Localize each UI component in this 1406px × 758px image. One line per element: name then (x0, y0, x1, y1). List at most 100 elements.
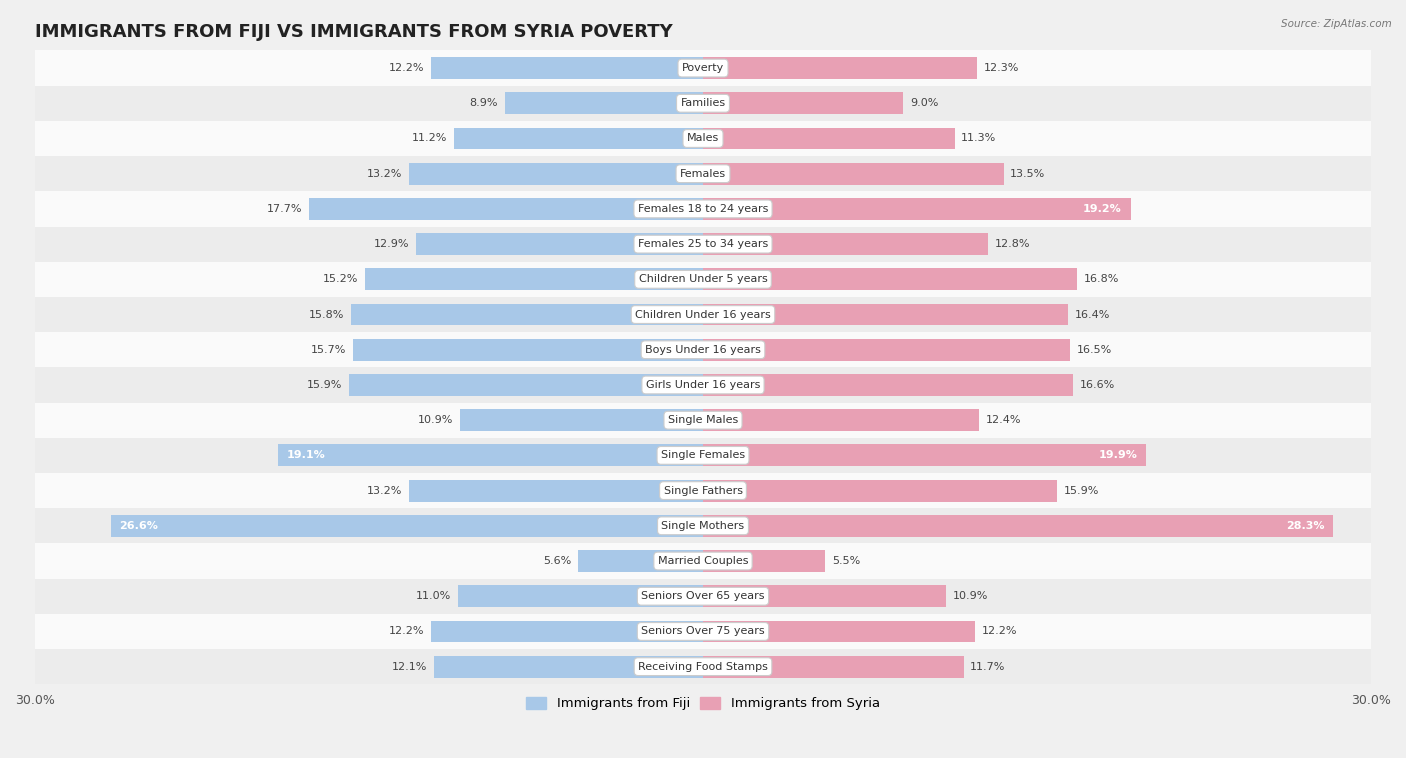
Text: 13.2%: 13.2% (367, 169, 402, 179)
Bar (703, 57, 977, 79)
Text: Males: Males (688, 133, 718, 143)
Bar (35, 543, 1371, 578)
Bar (703, 233, 988, 255)
Text: 19.2%: 19.2% (1083, 204, 1122, 214)
Bar (703, 163, 1004, 185)
Bar (35, 262, 1371, 297)
Text: Single Males: Single Males (668, 415, 738, 425)
Text: Children Under 5 years: Children Under 5 years (638, 274, 768, 284)
Text: 12.3%: 12.3% (984, 63, 1019, 73)
Text: Single Fathers: Single Fathers (664, 486, 742, 496)
Text: Females 18 to 24 years: Females 18 to 24 years (638, 204, 768, 214)
Text: Receiving Food Stamps: Receiving Food Stamps (638, 662, 768, 672)
Text: 13.2%: 13.2% (367, 486, 402, 496)
Text: Single Mothers: Single Mothers (661, 521, 745, 531)
Text: 15.9%: 15.9% (1064, 486, 1099, 496)
Bar (35, 473, 1371, 508)
Text: 10.9%: 10.9% (952, 591, 988, 601)
Text: 11.0%: 11.0% (416, 591, 451, 601)
Legend: Immigrants from Fiji, Immigrants from Syria: Immigrants from Fiji, Immigrants from Sy… (520, 692, 886, 716)
Text: 12.9%: 12.9% (374, 239, 409, 249)
Bar (703, 409, 979, 431)
Text: 12.4%: 12.4% (986, 415, 1021, 425)
Text: Source: ZipAtlas.com: Source: ZipAtlas.com (1281, 19, 1392, 29)
Bar (35, 227, 1371, 262)
Text: 15.7%: 15.7% (311, 345, 347, 355)
Bar (409, 163, 703, 185)
Text: Seniors Over 75 years: Seniors Over 75 years (641, 626, 765, 637)
Text: 10.9%: 10.9% (418, 415, 454, 425)
Bar (35, 368, 1371, 402)
Text: 9.0%: 9.0% (910, 99, 938, 108)
Text: Poverty: Poverty (682, 63, 724, 73)
Text: Boys Under 16 years: Boys Under 16 years (645, 345, 761, 355)
Text: 12.8%: 12.8% (994, 239, 1031, 249)
Bar (35, 508, 1371, 543)
Bar (353, 339, 703, 361)
Text: 17.7%: 17.7% (267, 204, 302, 214)
Bar (460, 409, 703, 431)
Bar (703, 339, 1070, 361)
Bar (458, 585, 703, 607)
Bar (432, 57, 703, 79)
Text: 5.6%: 5.6% (543, 556, 572, 566)
Text: 16.5%: 16.5% (1077, 345, 1112, 355)
Bar (35, 614, 1371, 649)
Text: 15.8%: 15.8% (309, 309, 344, 320)
Text: 15.9%: 15.9% (307, 380, 342, 390)
Bar (416, 233, 703, 255)
Text: 19.1%: 19.1% (287, 450, 325, 460)
Bar (309, 198, 703, 220)
Text: 12.2%: 12.2% (389, 63, 425, 73)
Bar (35, 578, 1371, 614)
Bar (349, 374, 703, 396)
Bar (703, 621, 974, 642)
Bar (703, 268, 1077, 290)
Text: 16.8%: 16.8% (1084, 274, 1119, 284)
Text: 19.9%: 19.9% (1098, 450, 1137, 460)
Bar (703, 444, 1146, 466)
Bar (703, 304, 1069, 325)
Bar (505, 92, 703, 114)
Bar (35, 121, 1371, 156)
Bar (578, 550, 703, 572)
Text: IMMIGRANTS FROM FIJI VS IMMIGRANTS FROM SYRIA POVERTY: IMMIGRANTS FROM FIJI VS IMMIGRANTS FROM … (35, 23, 672, 41)
Text: Females: Females (681, 169, 725, 179)
Text: Married Couples: Married Couples (658, 556, 748, 566)
Bar (703, 374, 1073, 396)
Text: 11.7%: 11.7% (970, 662, 1005, 672)
Bar (35, 51, 1371, 86)
Bar (364, 268, 703, 290)
Text: Families: Families (681, 99, 725, 108)
Text: 26.6%: 26.6% (120, 521, 159, 531)
Text: Girls Under 16 years: Girls Under 16 years (645, 380, 761, 390)
Bar (111, 515, 703, 537)
Text: 5.5%: 5.5% (832, 556, 860, 566)
Bar (703, 656, 963, 678)
Bar (277, 444, 703, 466)
Bar (703, 198, 1130, 220)
Text: 15.2%: 15.2% (322, 274, 359, 284)
Text: 12.2%: 12.2% (981, 626, 1017, 637)
Bar (454, 127, 703, 149)
Bar (409, 480, 703, 502)
Bar (352, 304, 703, 325)
Bar (35, 156, 1371, 191)
Text: Seniors Over 65 years: Seniors Over 65 years (641, 591, 765, 601)
Text: 11.3%: 11.3% (962, 133, 997, 143)
Text: 8.9%: 8.9% (470, 99, 498, 108)
Text: 16.6%: 16.6% (1080, 380, 1115, 390)
Bar (703, 515, 1333, 537)
Bar (35, 191, 1371, 227)
Text: 12.2%: 12.2% (389, 626, 425, 637)
Bar (35, 86, 1371, 121)
Bar (35, 332, 1371, 368)
Bar (703, 127, 955, 149)
Text: 28.3%: 28.3% (1286, 521, 1324, 531)
Text: Single Females: Single Females (661, 450, 745, 460)
Bar (432, 621, 703, 642)
Bar (703, 92, 904, 114)
Text: 11.2%: 11.2% (412, 133, 447, 143)
Text: Females 25 to 34 years: Females 25 to 34 years (638, 239, 768, 249)
Bar (703, 585, 946, 607)
